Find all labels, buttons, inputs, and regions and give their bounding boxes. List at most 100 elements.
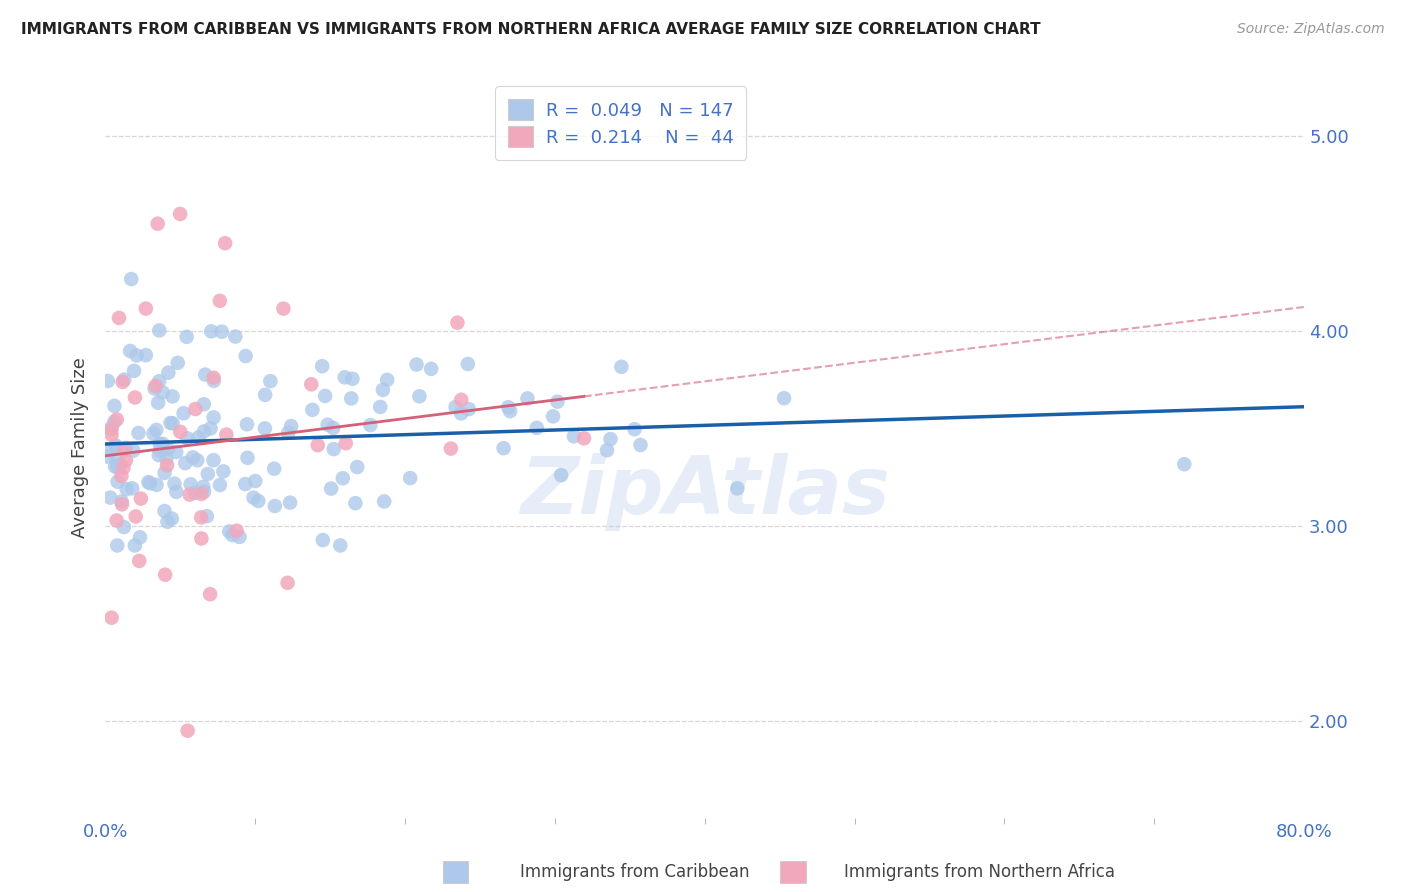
Point (457, 402, 479, 417)
Point (450, 406, 472, 420)
Point (124, 509, 146, 524)
Point (105, 412, 128, 426)
Point (101, 420, 124, 434)
Point (120, 272, 142, 286)
Point (111, 375, 134, 389)
Point (228, 530, 250, 544)
Point (200, 421, 222, 435)
Point (254, 388, 277, 402)
Point (444, 400, 467, 414)
Point (725, 482, 748, 496)
Point (301, 402, 323, 417)
Point (163, 476, 186, 491)
Point (111, 494, 134, 508)
Point (342, 372, 364, 386)
Point (157, 442, 180, 457)
Point (190, 532, 212, 546)
Point (562, 429, 585, 443)
Point (550, 468, 572, 483)
Point (148, 323, 170, 337)
Point (450, 392, 472, 407)
Point (499, 404, 522, 418)
Point (125, 348, 148, 362)
Point (152, 437, 174, 451)
Point (202, 374, 225, 388)
Point (311, 359, 333, 374)
Point (245, 474, 267, 488)
Point (110, 469, 132, 483)
Point (399, 471, 422, 485)
Point (129, 491, 152, 506)
Point (135, 301, 157, 316)
Point (100, 610, 122, 624)
Point (115, 482, 138, 496)
Point (212, 464, 235, 478)
Point (195, 509, 218, 524)
Point (97, 374, 120, 388)
Point (152, 385, 174, 400)
Point (630, 438, 652, 452)
Text: Immigrants from Caribbean: Immigrants from Caribbean (520, 863, 749, 881)
Point (492, 441, 515, 455)
Point (122, 443, 145, 458)
Point (208, 478, 231, 492)
Point (314, 389, 336, 403)
Point (299, 377, 322, 392)
Point (307, 438, 329, 452)
Point (96, 450, 118, 464)
Point (108, 310, 131, 325)
Point (148, 448, 170, 462)
Point (224, 329, 246, 343)
Point (112, 443, 135, 458)
Point (145, 478, 167, 492)
Point (176, 723, 198, 738)
Point (623, 422, 645, 436)
Point (198, 587, 221, 601)
Point (193, 397, 215, 411)
Point (368, 400, 391, 414)
Point (211, 325, 233, 339)
Point (375, 373, 398, 387)
Point (236, 417, 259, 432)
Text: IMMIGRANTS FROM CARIBBEAN VS IMMIGRANTS FROM NORTHERN AFRICA AVERAGE FAMILY SIZE: IMMIGRANTS FROM CARIBBEAN VS IMMIGRANTS … (21, 22, 1040, 37)
Point (176, 330, 198, 344)
Point (496, 401, 519, 415)
Point (190, 510, 212, 524)
Point (166, 356, 188, 370)
Text: Immigrants from Northern Africa: Immigrants from Northern Africa (844, 863, 1115, 881)
Point (156, 458, 179, 473)
Point (104, 438, 127, 452)
Point (105, 459, 128, 474)
Point (124, 391, 146, 405)
Point (165, 445, 187, 459)
Point (143, 382, 166, 396)
Point (103, 415, 125, 429)
Point (193, 484, 215, 499)
Point (121, 481, 143, 495)
Point (610, 359, 633, 374)
Point (202, 453, 225, 467)
Point (105, 513, 128, 527)
Point (277, 425, 299, 440)
Point (253, 421, 276, 435)
Point (344, 496, 367, 510)
Point (145, 423, 167, 437)
Point (225, 524, 247, 538)
Point (221, 528, 243, 542)
Point (104, 459, 127, 474)
Point (233, 477, 256, 491)
Point (155, 451, 177, 466)
Point (546, 394, 568, 409)
Point (599, 432, 621, 446)
Point (107, 475, 129, 489)
Point (405, 358, 427, 372)
Point (197, 467, 219, 481)
Point (100, 427, 122, 442)
Point (129, 530, 152, 544)
Legend: R =  0.049   N = 147, R =  0.214    N =  44: R = 0.049 N = 147, R = 0.214 N = 44 (495, 87, 747, 160)
Point (373, 494, 395, 508)
Point (153, 567, 176, 582)
Point (159, 416, 181, 430)
Point (135, 348, 157, 362)
Point (120, 343, 142, 358)
